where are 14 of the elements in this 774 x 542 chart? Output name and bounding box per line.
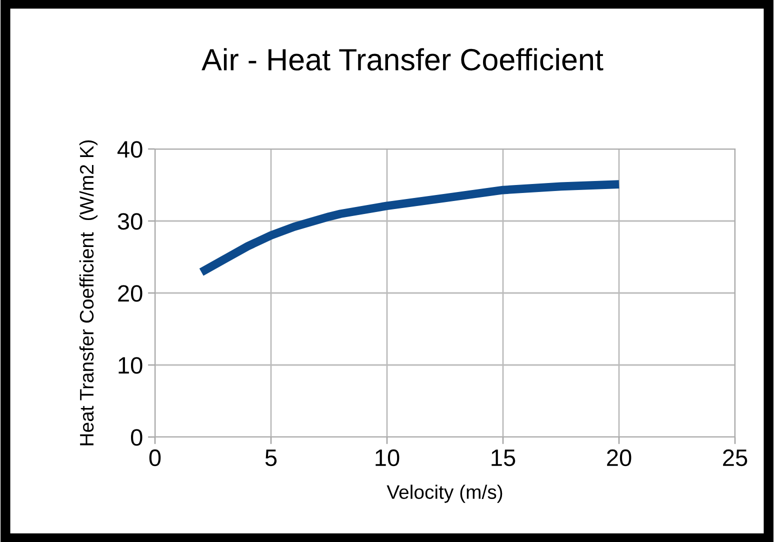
chart-title: Air - Heat Transfer Coefficient bbox=[202, 48, 604, 71]
x-tick-label: 20 bbox=[607, 449, 632, 466]
x-tick-label: 25 bbox=[723, 449, 748, 466]
x-tick-label: 10 bbox=[376, 449, 400, 466]
x-tick-label: 5 bbox=[265, 450, 277, 466]
y-tick-label: 10 bbox=[118, 357, 142, 374]
y-tick-label: 40 bbox=[117, 141, 142, 158]
x-tick-label: 15 bbox=[492, 450, 516, 466]
y-tick-label: 30 bbox=[118, 213, 142, 230]
y-axis-title: Heat Transfer Coefficient (W/m2 K) bbox=[79, 140, 98, 446]
x-tick-label: 0 bbox=[149, 449, 161, 466]
y-tick-label: 0 bbox=[130, 429, 142, 446]
x-axis-title: Velocity (m/s) bbox=[386, 484, 502, 503]
y-tick-label: 20 bbox=[118, 285, 142, 302]
